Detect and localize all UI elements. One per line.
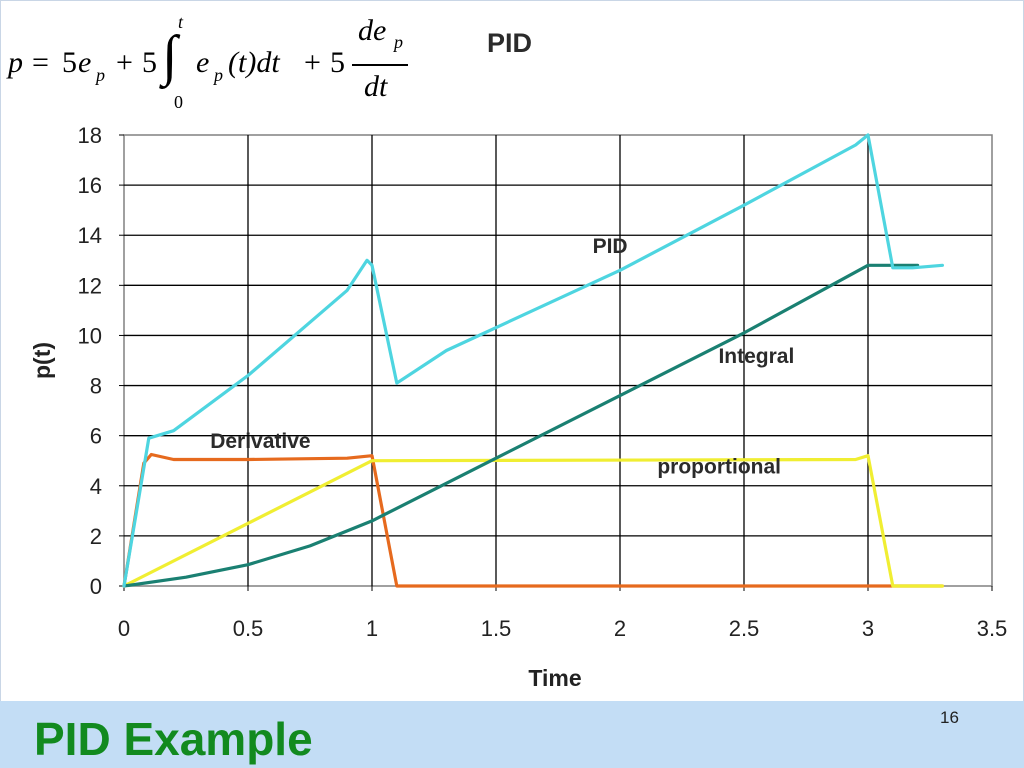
fraction-numerator: de xyxy=(358,14,387,47)
series-line-derivative xyxy=(122,452,945,588)
y-tick-label: 8 xyxy=(90,374,102,399)
formula-plus-1: + xyxy=(116,46,133,79)
pid-formula: p = 5 e p + 5 ∫ t 0 e p (t)dt + 5 de p d… xyxy=(6,8,426,116)
y-tick-label: 10 xyxy=(78,323,102,348)
y-axis-label: p(t) xyxy=(29,342,55,379)
x-tick-label: 2 xyxy=(614,616,626,641)
formula-e-2: e xyxy=(196,46,210,79)
fraction-bar xyxy=(352,64,408,66)
series-line-integral xyxy=(122,263,920,588)
y-tick-label: 16 xyxy=(78,173,102,198)
integral-upper-limit: t xyxy=(178,12,184,32)
series-annotation-integral: Integral xyxy=(718,345,794,368)
formula-plus-2: + xyxy=(304,46,321,79)
series-annotation-derivative: Derivative xyxy=(210,430,310,453)
series-line-proportional xyxy=(122,454,945,588)
y-tick-label: 0 xyxy=(90,574,102,599)
x-axis-label: Time xyxy=(528,665,581,691)
fraction-numerator-sub: p xyxy=(394,32,403,52)
slide-title: PID Example xyxy=(34,713,313,765)
x-tick-label: 2.5 xyxy=(729,616,760,641)
x-tick-label: 0.5 xyxy=(233,616,264,641)
series-line-pid xyxy=(122,133,945,588)
y-tick-label: 2 xyxy=(90,524,102,549)
formula-equals: = xyxy=(32,46,49,79)
x-tick-label: 3 xyxy=(862,616,874,641)
y-tick-label: 4 xyxy=(90,474,102,499)
x-tick-label: 0 xyxy=(118,616,130,641)
formula-coef-2: 5 xyxy=(142,46,157,79)
series-annotation-pid: PID xyxy=(593,235,628,258)
chart-title: PID xyxy=(487,28,533,58)
integral-symbol: ∫ xyxy=(162,25,178,87)
footer-bar xyxy=(0,701,1024,768)
x-tick-label: 1.5 xyxy=(481,616,512,641)
slide-number: 16 xyxy=(940,708,959,727)
x-tick-label: 1 xyxy=(366,616,378,641)
y-tick-label: 14 xyxy=(78,223,102,248)
plot-area xyxy=(123,134,993,587)
series-annotation-proportional: proportional xyxy=(657,455,781,478)
formula-coef-3: 5 xyxy=(330,46,345,79)
formula-sub-1: p xyxy=(96,65,105,85)
formula-coef-1: 5 xyxy=(62,46,77,79)
fraction-denominator: dt xyxy=(364,70,388,103)
y-tick-label: 6 xyxy=(90,424,102,449)
pid-line-chart: 0 2 4 6 8 10 12 14 16 18 0 0.5 1 1.5 2 2.5 3 3.5 PID Integr… xyxy=(29,123,1008,691)
formula-e-1: e xyxy=(78,46,92,79)
y-tick-label: 18 xyxy=(78,123,102,148)
formula-arg: (t)dt xyxy=(228,46,280,79)
formula-sub-2: p xyxy=(214,65,223,85)
formula-p: p xyxy=(8,46,23,79)
x-tick-label: 3.5 xyxy=(977,616,1008,641)
integral-lower-limit: 0 xyxy=(174,92,183,112)
y-tick-label: 12 xyxy=(78,273,102,298)
